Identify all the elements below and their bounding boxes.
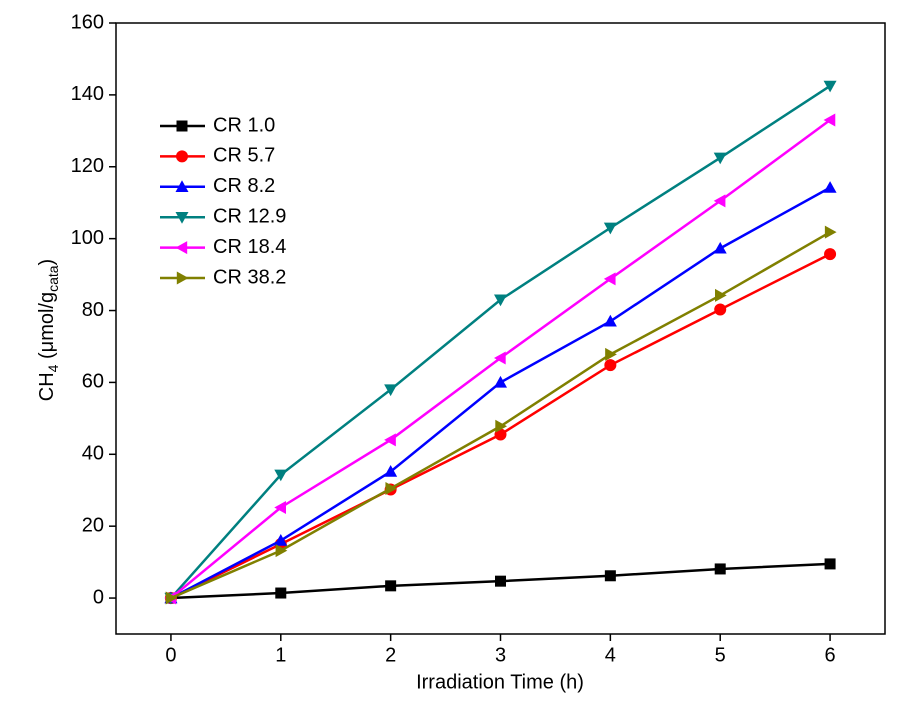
legend-marker	[176, 120, 188, 132]
legend-marker	[176, 150, 188, 163]
x-tick-label: 6	[825, 644, 836, 666]
data-point	[274, 469, 288, 482]
data-point	[385, 481, 398, 495]
y-tick-label: 0	[93, 586, 104, 608]
x-tick-label: 3	[495, 644, 506, 666]
data-point	[385, 580, 397, 592]
x-tick-label: 2	[385, 644, 396, 666]
data-point	[384, 465, 398, 477]
legend-label: CR 1.0	[213, 114, 275, 136]
legend-label: CR 8.2	[213, 175, 275, 197]
x-tick-label: 1	[275, 644, 286, 666]
data-point	[494, 375, 507, 388]
data-point	[165, 591, 178, 605]
data-point	[494, 294, 507, 307]
x-tick-label: 0	[165, 644, 176, 666]
y-tick-label: 40	[82, 443, 104, 465]
data-point	[713, 152, 727, 165]
legend-marker	[175, 212, 189, 224]
data-point	[603, 272, 616, 286]
data-point	[824, 558, 836, 570]
data-point	[384, 433, 396, 447]
y-label-part: (μmol/g	[36, 292, 58, 365]
y-tick-label: 80	[82, 299, 104, 321]
x-tick-label: 5	[715, 644, 726, 666]
data-point	[713, 194, 726, 208]
legend-label: CR 18.4	[213, 236, 286, 258]
y-label-part: )	[36, 259, 58, 266]
data-point	[274, 500, 286, 514]
legend-label: CR 5.7	[213, 145, 275, 167]
y-tick-label: 20	[82, 514, 104, 536]
data-point	[823, 80, 837, 93]
legend-label: CR 38.2	[213, 266, 286, 288]
data-point	[275, 587, 287, 599]
data-point	[824, 225, 837, 239]
data-point	[603, 314, 617, 327]
x-axis-label: Irradiation Time (h)	[416, 671, 584, 693]
legend-marker	[175, 180, 189, 192]
y-tick-label: 100	[71, 227, 104, 249]
y-tick-label: 120	[71, 155, 104, 177]
y-label-sub: cata	[45, 265, 61, 292]
legend-label: CR 12.9	[213, 205, 286, 227]
data-point	[495, 575, 506, 587]
data-point	[494, 351, 506, 365]
y-axis-label: CH4 (μmol/gcata)	[36, 259, 60, 401]
data-point	[823, 113, 836, 127]
data-point	[604, 359, 617, 372]
data-point	[824, 248, 837, 261]
data-point	[713, 241, 727, 254]
y-tick-label: 60	[82, 371, 104, 393]
data-point	[274, 534, 288, 546]
legend-marker	[175, 241, 188, 255]
data-point	[823, 181, 837, 193]
x-tick-label: 4	[605, 644, 616, 666]
data-point	[605, 347, 617, 361]
y-tick-label: 140	[71, 83, 104, 105]
y-tick-label: 160	[71, 11, 104, 33]
data-point	[714, 303, 727, 316]
data-point	[603, 222, 617, 235]
y-label-sub: 4	[45, 364, 61, 372]
data-point	[384, 384, 398, 397]
data-point	[604, 570, 616, 582]
data-point	[715, 288, 727, 302]
y-label-part: CH	[36, 372, 58, 401]
data-point	[714, 563, 726, 575]
legend-marker	[176, 271, 189, 285]
data-point	[495, 419, 507, 433]
data-point	[275, 544, 288, 558]
